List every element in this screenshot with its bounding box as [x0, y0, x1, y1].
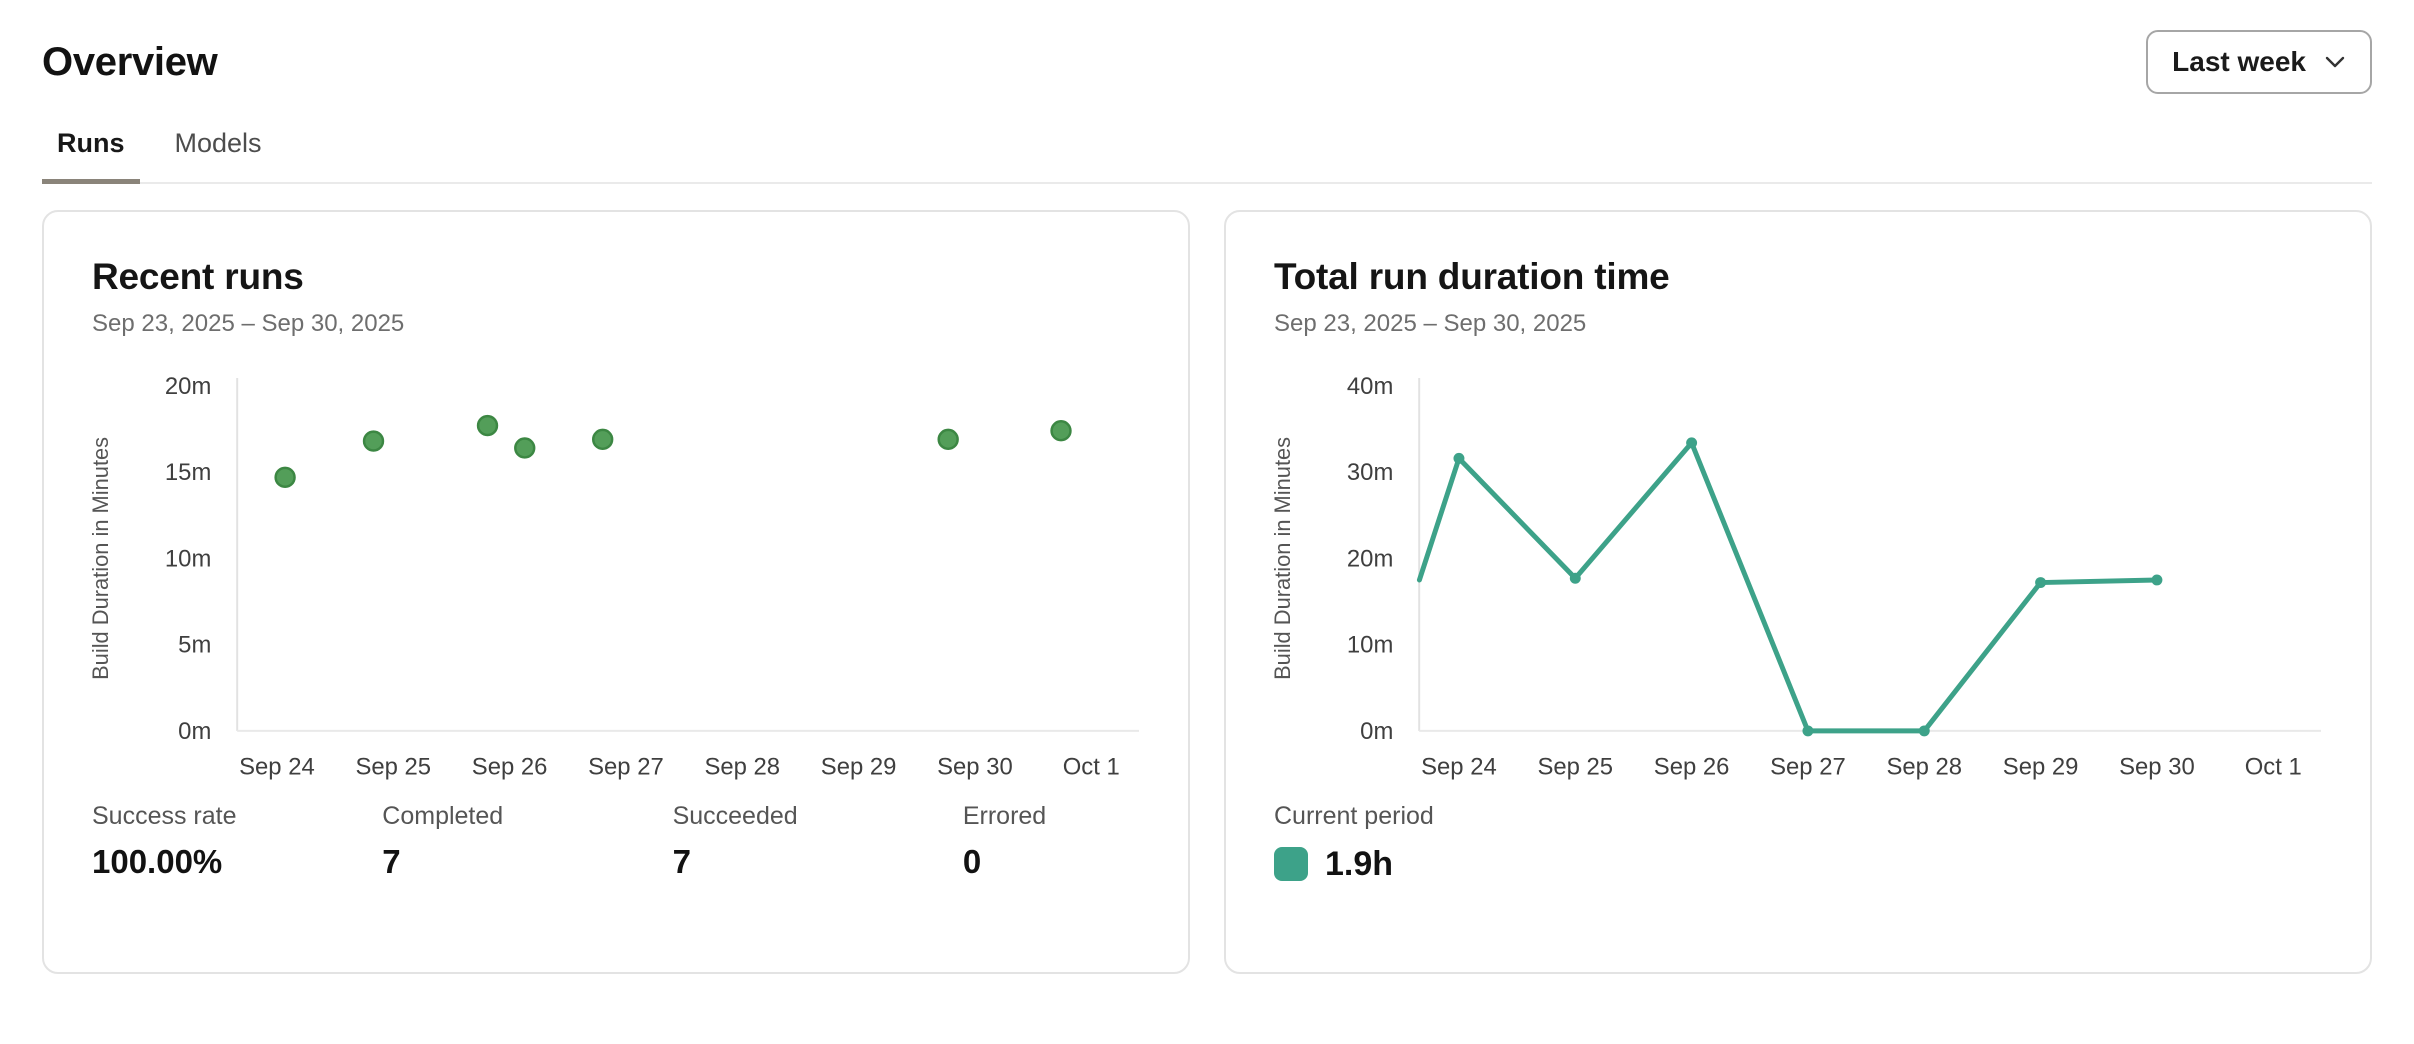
- page-title: Overview: [42, 39, 218, 84]
- stat-label: Errored: [962, 801, 1047, 830]
- line-point: [2035, 577, 2047, 589]
- stat-value: 7: [672, 842, 691, 880]
- legend-value: 1.9h: [1325, 844, 1394, 883]
- stat-label: Completed: [382, 801, 504, 830]
- y-tick-label: 0m: [1360, 718, 1393, 745]
- tab-runs[interactable]: Runs: [42, 128, 140, 184]
- y-tick-label: 20m: [165, 373, 211, 400]
- x-tick-label: Oct 1: [1063, 754, 1120, 781]
- card-date-range: Sep 23, 2025 – Sep 30, 2025: [92, 310, 405, 337]
- total-run-duration-line-chart: 0m 10m 20m 30m 40m Sep 24 Sep 25 Sep 26 Sep 27 Se…: [1274, 373, 2321, 781]
- x-tick-label: Sep 26: [1654, 754, 1730, 781]
- scatter-point: [591, 428, 614, 451]
- line-point: [1918, 725, 1930, 737]
- stat-label: Success rate: [92, 801, 237, 830]
- line-point: [2151, 574, 2163, 586]
- tab-models-label: Models: [174, 128, 262, 158]
- y-axis-title: Build Duration in Minutes: [92, 437, 113, 680]
- y-tick-label: 15m: [165, 459, 211, 486]
- x-tick-label: Sep 25: [1537, 754, 1613, 781]
- card-date-range: Sep 23, 2025 – Sep 30, 2025: [1274, 310, 1587, 337]
- tab-bar: Runs Models: [42, 128, 2372, 184]
- stat-value: 7: [382, 842, 401, 880]
- x-tick-label: Sep 30: [2119, 754, 2195, 781]
- x-tick-label: Sep 27: [588, 754, 664, 781]
- total-run-duration-card: Total run duration time Sep 23, 2025 – S…: [1224, 210, 2372, 974]
- stat-completed: Completed 7: [382, 802, 672, 881]
- x-tick-label: Sep 24: [1421, 754, 1497, 781]
- stat-success-rate: Success rate 100.00%: [92, 802, 382, 881]
- x-tick-label: Sep 30: [937, 754, 1013, 781]
- x-tick-label: Sep 27: [1770, 754, 1846, 781]
- y-tick-label: 5m: [178, 632, 211, 659]
- stat-errored: Errored 0: [963, 802, 1046, 881]
- scatter-point: [274, 466, 296, 489]
- legend-label: Current period: [1274, 801, 1434, 830]
- chevron-down-icon: [2325, 56, 2345, 68]
- line-point: [1569, 572, 1581, 584]
- stat-succeeded: Succeeded 7: [673, 802, 963, 881]
- line-point: [1686, 437, 1698, 449]
- y-tick-label: 40m: [1347, 373, 1393, 400]
- y-tick-label: 0m: [178, 718, 211, 745]
- x-tick-label: Sep 28: [704, 754, 780, 781]
- period-selector[interactable]: Last week: [2146, 30, 2372, 94]
- y-tick-label: 10m: [1347, 632, 1393, 659]
- x-tick-label: Sep 25: [355, 754, 431, 781]
- y-tick-label: 30m: [1347, 459, 1393, 486]
- y-tick-label: 10m: [165, 545, 211, 572]
- run-stats: Success rate 100.00% Completed 7 Succeed…: [92, 802, 1140, 881]
- line-point: [1802, 725, 1814, 737]
- x-tick-label: Sep 26: [472, 754, 548, 781]
- stat-label: Succeeded: [672, 801, 798, 830]
- recent-runs-scatter-chart: 0m 5m 10m 15m 20m Sep 24 Sep 25 Sep 26 Sep 27 Sep…: [92, 373, 1139, 781]
- y-axis-title: Build Duration in Minutes: [1274, 437, 1295, 680]
- scatter-point: [362, 430, 385, 452]
- x-tick-label: Sep 29: [2003, 754, 2079, 781]
- x-tick-label: Oct 1: [2245, 754, 2302, 781]
- legend-row: 1.9h: [1274, 845, 2322, 884]
- scatter-point: [514, 437, 536, 459]
- chart-legend: Current period 1.9h: [1274, 802, 2322, 884]
- recent-runs-card: Recent runs Sep 23, 2025 – Sep 30, 2025 …: [42, 210, 1190, 974]
- legend-swatch: [1274, 847, 1308, 882]
- stat-value: 100.00%: [92, 842, 223, 880]
- card-title: Total run duration time: [1274, 256, 1670, 297]
- y-tick-label: 20m: [1347, 545, 1393, 572]
- cards-row: Recent runs Sep 23, 2025 – Sep 30, 2025 …: [42, 210, 2372, 974]
- topbar: Overview Last week: [0, 0, 2414, 94]
- x-tick-label: Sep 29: [821, 754, 897, 781]
- line-point: [1453, 452, 1465, 464]
- tab-runs-label: Runs: [57, 128, 125, 158]
- period-selector-value: Last week: [2172, 46, 2306, 77]
- x-tick-label: Sep 28: [1886, 754, 1962, 781]
- scatter-point: [937, 428, 959, 451]
- x-tick-label: Sep 24: [239, 754, 315, 781]
- duration-line-series: [1416, 440, 2160, 734]
- tab-models[interactable]: Models: [160, 128, 277, 184]
- scatter-point: [1050, 420, 1072, 442]
- card-title: Recent runs: [92, 256, 304, 297]
- scatter-point: [476, 414, 499, 437]
- stat-value: 0: [962, 842, 982, 880]
